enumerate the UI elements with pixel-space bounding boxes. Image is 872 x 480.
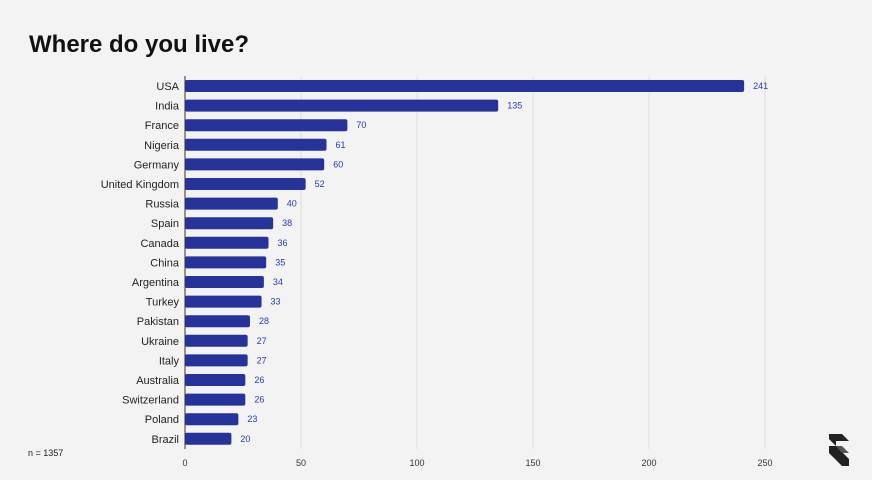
category-label: Argentina [132, 277, 180, 289]
x-tick-labels: 0 50 100 150 200 250 [182, 458, 772, 468]
category-labels: USA India France Nigeria Germany United Kingd… [101, 81, 180, 446]
value-label: 23 [247, 414, 257, 424]
value-label: 60 [333, 159, 343, 169]
chart-title: Where do you live? [29, 31, 250, 58]
category-label: Spain [151, 218, 179, 230]
category-label: Australia [136, 375, 180, 387]
value-label: 38 [282, 218, 292, 228]
bar [185, 334, 248, 347]
value-label: 27 [257, 336, 267, 346]
value-label: 28 [259, 316, 269, 326]
bar [185, 236, 269, 249]
category-label: France [145, 120, 179, 132]
bar [185, 119, 348, 132]
value-label: 241 [753, 81, 768, 91]
category-label: Poland [145, 414, 179, 426]
brand-logo-icon [829, 434, 849, 466]
bar [185, 295, 262, 308]
gridlines [300, 76, 766, 449]
bar [185, 99, 499, 112]
category-label: Ukraine [141, 336, 179, 348]
category-label: Nigeria [144, 140, 180, 152]
x-tick-label: 0 [182, 458, 187, 468]
category-label: Russia [145, 199, 180, 211]
value-label: 70 [356, 120, 366, 130]
value-label: 135 [507, 101, 522, 111]
bar [185, 158, 325, 171]
value-label: 34 [273, 277, 283, 287]
sample-size-note: n = 1357 [28, 448, 64, 458]
category-label: United Kingdom [101, 179, 179, 191]
value-label: 61 [336, 140, 346, 150]
value-label: 35 [275, 257, 285, 267]
category-label: Canada [140, 238, 179, 250]
value-label: 36 [278, 238, 288, 248]
bar [185, 178, 306, 190]
value-label: 26 [254, 395, 264, 405]
bar [185, 374, 246, 386]
value-label: 26 [254, 375, 264, 385]
bar [185, 197, 278, 210]
bar [185, 276, 264, 288]
x-tick-label: 250 [757, 458, 772, 468]
value-label: 40 [287, 199, 297, 209]
x-tick-label: 50 [296, 458, 306, 468]
category-label: China [150, 257, 180, 269]
x-tick-label: 200 [641, 458, 656, 468]
category-label: India [155, 101, 180, 113]
value-label: 20 [240, 434, 250, 444]
category-label: Germany [134, 159, 180, 171]
category-label: Italy [159, 355, 180, 367]
category-label: Pakistan [137, 316, 179, 328]
bar [185, 80, 745, 92]
bar [185, 413, 239, 426]
bar [185, 393, 246, 406]
category-label: Brazil [151, 434, 179, 446]
bar [185, 138, 327, 151]
x-tick-label: 100 [409, 458, 424, 468]
bar [185, 217, 274, 230]
bars [185, 80, 745, 445]
bar [185, 256, 267, 269]
bar [185, 315, 250, 328]
category-label: Turkey [146, 297, 180, 309]
x-tick-label: 150 [525, 458, 540, 468]
bar [185, 432, 232, 445]
value-label: 27 [257, 355, 267, 365]
value-label: 33 [271, 297, 281, 307]
value-label: 52 [315, 179, 325, 189]
bar [185, 354, 248, 367]
category-label: USA [156, 81, 179, 93]
category-label: Switzerland [122, 395, 179, 407]
